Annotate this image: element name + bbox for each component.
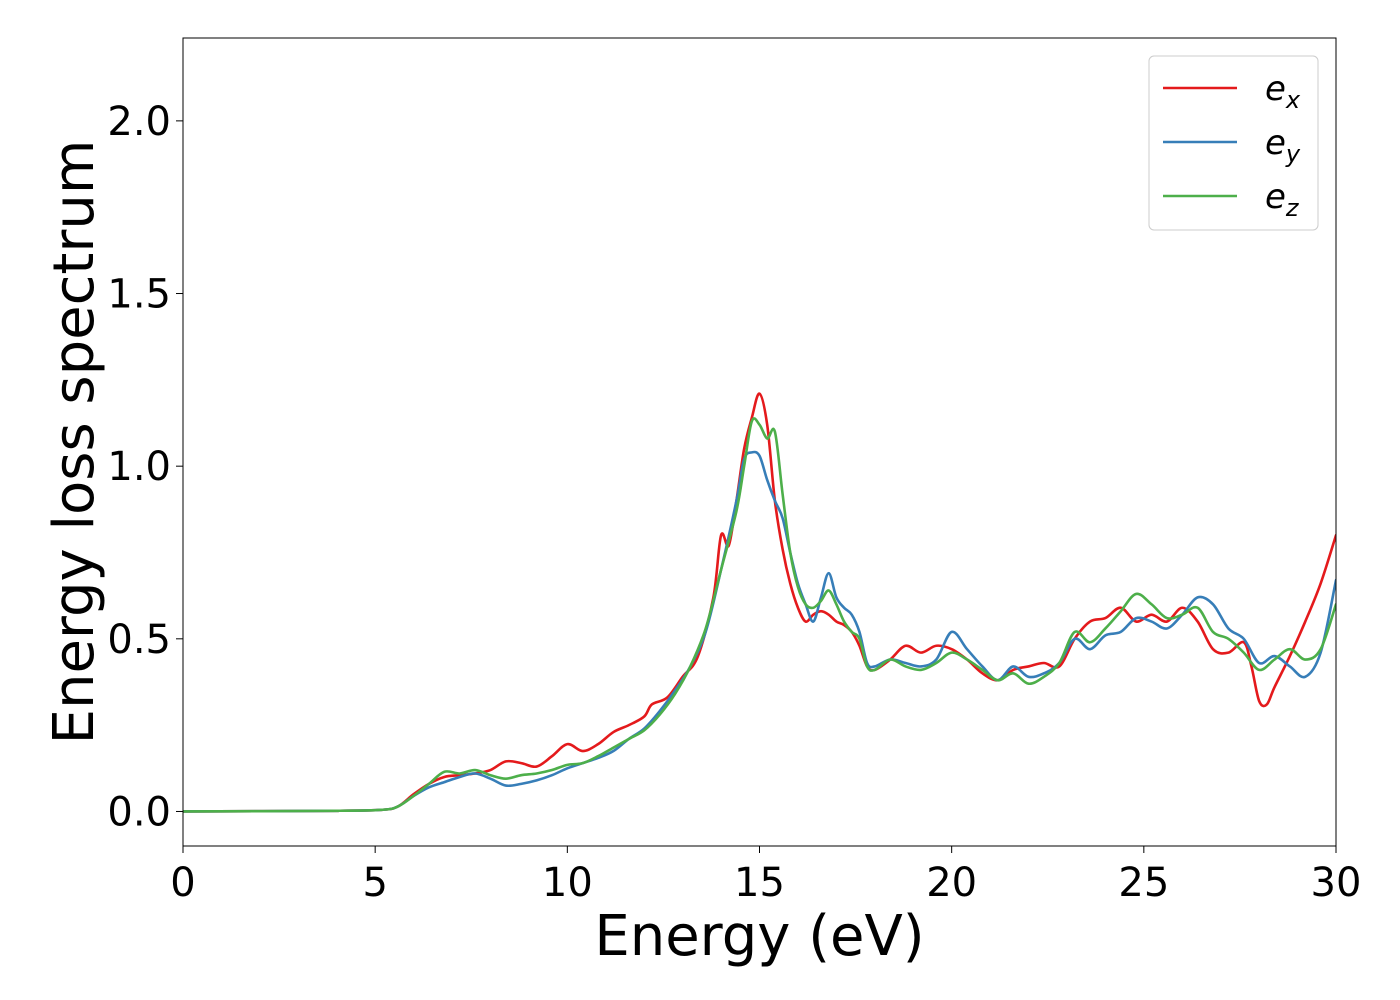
y-tick-label: 1.5 bbox=[107, 272, 171, 318]
y-tick-label: 0.0 bbox=[107, 789, 171, 835]
y-axis-ticks: 0.0 0.5 1.0 1.5 2.0 bbox=[107, 99, 183, 835]
plot-area bbox=[182, 37, 1337, 847]
legend-label-y: ey bbox=[1265, 123, 1301, 168]
legend-label-subscript: z bbox=[1285, 194, 1300, 222]
legend-label-x: ex bbox=[1265, 69, 1301, 114]
x-axis-ticks: 0 5 10 15 20 25 30 bbox=[170, 846, 1361, 906]
series-line-z bbox=[183, 417, 1336, 813]
x-tick-label: 15 bbox=[734, 860, 785, 906]
series-line-y bbox=[183, 450, 1336, 813]
x-tick-label: 20 bbox=[926, 860, 977, 906]
x-tick-label: 30 bbox=[1311, 860, 1362, 906]
x-axis-title: Energy (eV) bbox=[594, 904, 924, 969]
legend-label-subscript: x bbox=[1285, 86, 1301, 114]
legend-label-base: e bbox=[1265, 177, 1286, 217]
x-tick-label: 5 bbox=[362, 860, 387, 906]
x-tick-label: 10 bbox=[542, 860, 593, 906]
series-lines bbox=[183, 392, 1336, 813]
legend-label-base: e bbox=[1265, 123, 1286, 163]
series-line-x bbox=[183, 392, 1336, 813]
legend-label-subscript: y bbox=[1285, 140, 1301, 168]
y-tick-label: 0.5 bbox=[107, 617, 171, 663]
x-tick-label: 0 bbox=[170, 860, 195, 906]
legend-label-z: ez bbox=[1265, 177, 1300, 222]
legend-label-base: e bbox=[1265, 69, 1286, 109]
y-tick-label: 2.0 bbox=[107, 99, 171, 145]
x-tick-label: 25 bbox=[1118, 860, 1169, 906]
y-axis-title: Energy loss spectrum bbox=[42, 140, 107, 745]
y-tick-label: 1.0 bbox=[107, 444, 171, 490]
